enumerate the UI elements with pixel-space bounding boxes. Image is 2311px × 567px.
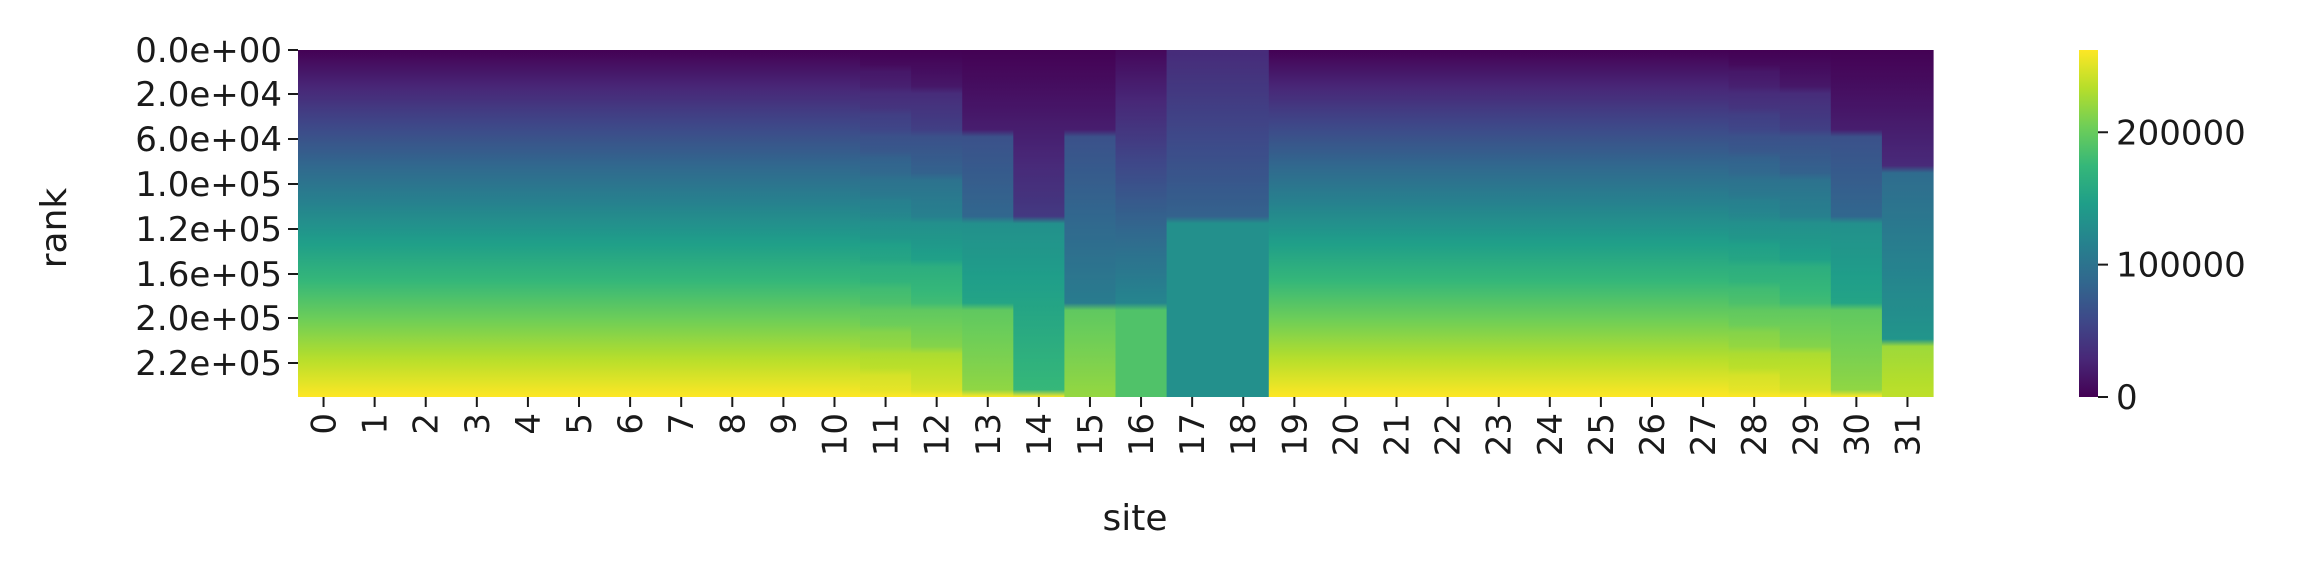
heatmap-column-4 [502,50,555,397]
heatmap-column-9 [757,50,810,397]
x-tick-label: 18 [1224,413,1264,456]
colorbar-tick-label: 100000 [2116,246,2246,286]
y-tick-label: 1.6e+05 [135,255,282,295]
x-tick-label: 29 [1786,413,1826,456]
x-tick-label: 22 [1429,413,1469,456]
y-axis-label: rank [34,188,75,269]
heatmap-column-29 [1779,50,1832,397]
heatmap-column-22 [1422,50,1474,397]
x-tick-label: 7 [662,413,702,435]
heatmap-column-15 [1064,50,1117,397]
heatmap-column-0 [298,50,350,397]
x-tick-label: 5 [560,413,600,435]
heatmap-column-30 [1830,50,1883,397]
x-tick-label: 0 [305,413,345,435]
heatmap-column-10 [808,50,861,397]
y-tick-label: 2.0e+04 [135,75,282,115]
x-tick-label: 17 [1173,413,1213,456]
colorbar-gradient [2079,50,2098,397]
heatmap-column-14 [1013,50,1065,397]
heatmap-column-31 [1881,50,1934,397]
y-tick-label: 6.0e+04 [135,120,282,160]
x-tick-label: 10 [815,413,855,456]
heatmap-column-6 [604,50,657,397]
x-tick-label: 26 [1633,413,1673,456]
heatmap-column-24 [1524,50,1576,397]
heatmap-column-2 [400,50,452,397]
heatmap-cells [298,50,1934,397]
y-axis-ticks: 0.0e+002.0e+04 6.0e+04 1.0e+05 1.2e+05 1.6e+… [135,31,298,384]
y-tick-label: 1.0e+05 [135,165,282,205]
x-tick-label: 13 [969,413,1009,456]
y-tick-label: 2.0e+05 [135,299,282,339]
heatmap-column-13 [962,50,1014,397]
x-tick-label: 1 [356,413,396,435]
x-tick-label: 23 [1480,413,1520,456]
colorbar: 0 100000 200000 [2079,50,2246,418]
heatmap-column-18 [1217,50,1270,397]
x-tick-label: 15 [1071,413,1111,456]
colorbar-tick-label: 0 [2116,378,2138,418]
heatmap-column-8 [706,50,759,397]
x-tick-label: 8 [713,413,753,435]
heatmap-column-1 [349,50,401,397]
heatmap-column-7 [655,50,708,397]
x-tick-label: 3 [458,413,498,435]
heatmap-column-12 [911,50,963,397]
heatmap-column-19 [1268,50,1321,397]
heatmap-column-21 [1370,50,1423,397]
colorbar-tick-label: 200000 [2116,113,2246,153]
x-axis-label: site [1102,498,1167,539]
x-tick-label: 30 [1837,413,1877,456]
heatmap-column-26 [1626,50,1679,397]
y-tick-label: 2.2e+05 [135,344,282,384]
x-tick-label: 27 [1684,413,1724,456]
heatmap-column-3 [451,50,503,397]
x-tick-label: 24 [1531,413,1571,456]
x-tick-label: 4 [509,413,549,435]
heatmap-column-23 [1473,50,1525,397]
y-tick-label: 1.2e+05 [135,210,282,250]
x-tick-label: 28 [1735,413,1775,456]
x-tick-label: 20 [1326,413,1366,456]
x-tick-label: 31 [1888,413,1928,456]
x-tick-label: 9 [764,413,804,435]
x-tick-label: 19 [1275,413,1315,456]
heatmap-column-27 [1677,50,1730,397]
heatmap-column-5 [553,50,606,397]
heatmap-column-16 [1115,50,1168,397]
x-tick-label: 2 [407,413,447,435]
x-tick-label: 6 [611,413,651,435]
heatmap-column-17 [1166,50,1219,397]
heatmap-column-25 [1575,50,1628,397]
heatmap-column-28 [1728,50,1781,397]
y-tick-label: 0.0e+00 [135,31,282,71]
x-tick-label: 14 [1020,413,1060,456]
x-tick-label: 11 [867,413,907,456]
x-tick-label: 12 [918,413,958,456]
x-axis-ticks: 0 1 2 3 4 5 6 7 8 9 10 11 12 13 14 15 16 17 18 19 20 21 22 23 24… [305,397,1928,456]
x-tick-label: 25 [1582,413,1622,456]
x-tick-label: 16 [1122,413,1162,456]
x-tick-label: 21 [1378,413,1418,456]
heatmap-column-20 [1319,50,1372,397]
heatmap-column-11 [860,50,912,397]
